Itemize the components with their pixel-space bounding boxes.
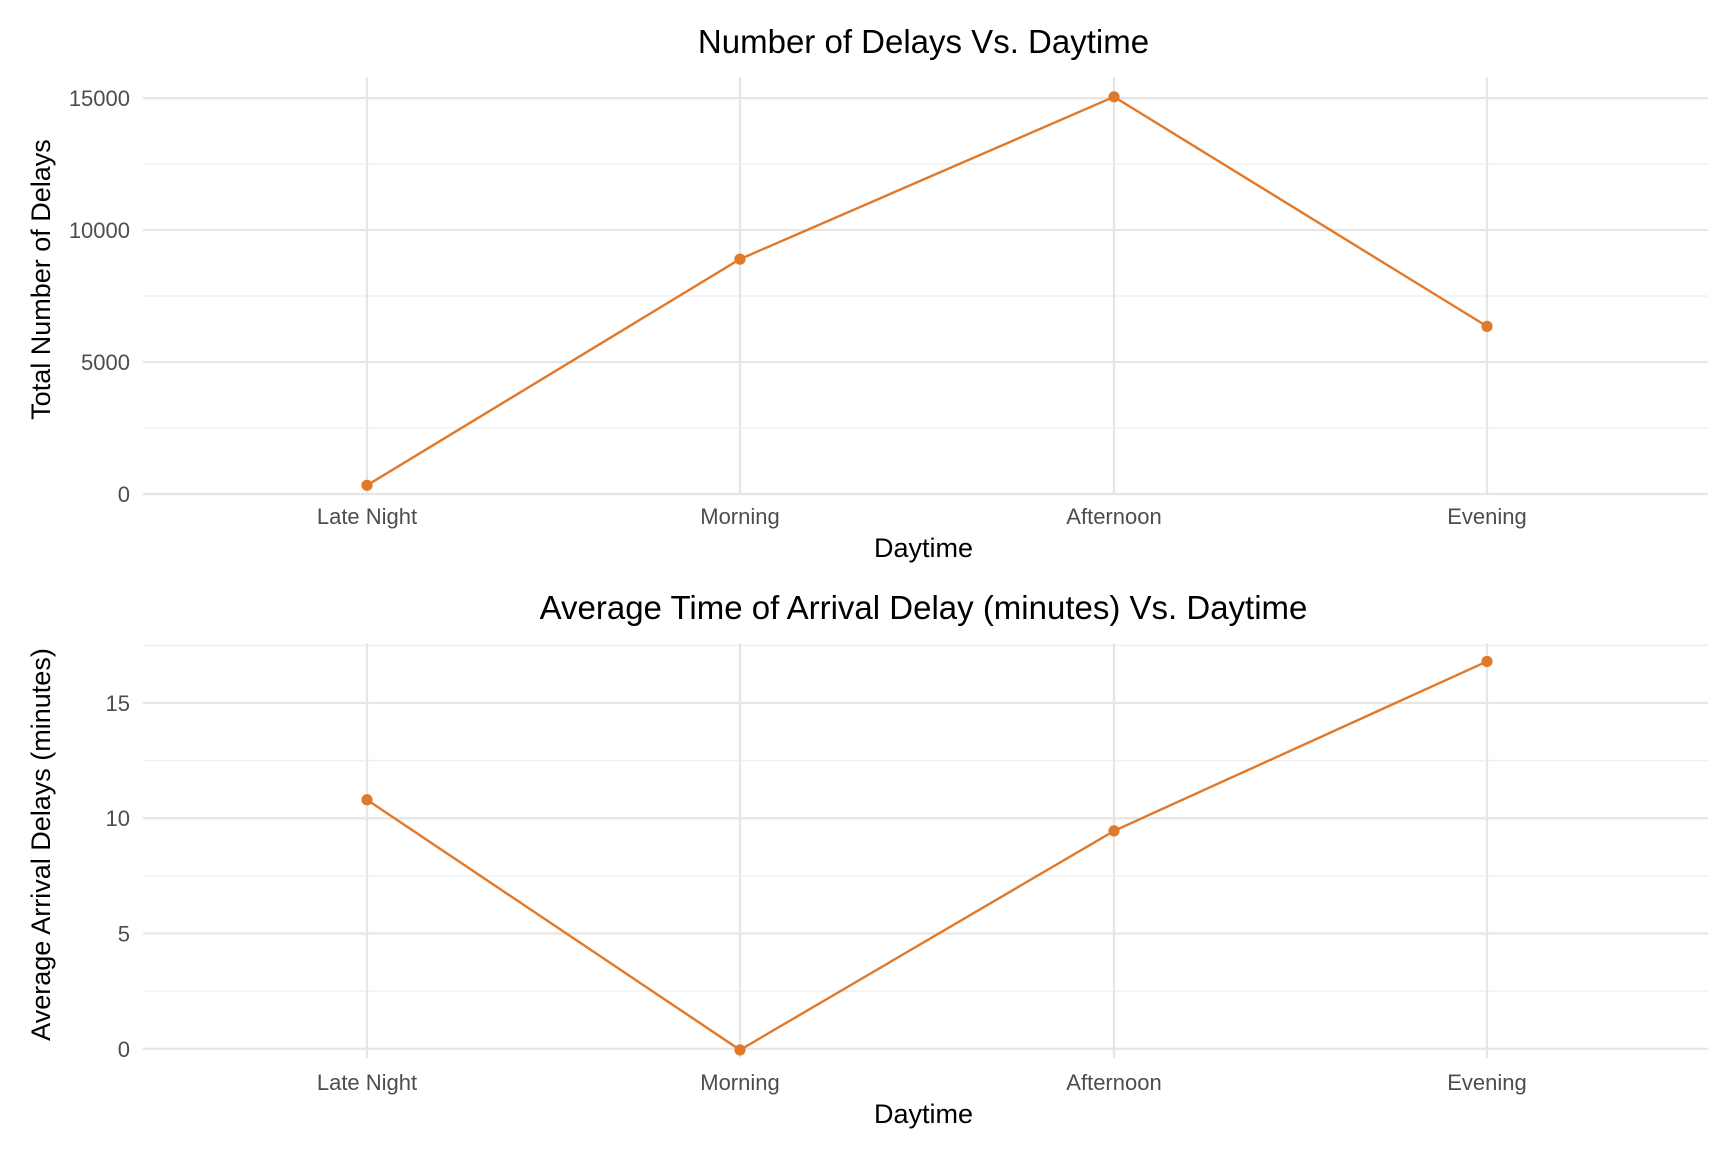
- y-tick-label: 10: [106, 806, 130, 831]
- data-point: [361, 794, 373, 806]
- x-tick-label: Afternoon: [1066, 1070, 1161, 1095]
- data-point: [734, 253, 746, 265]
- x-tick-label: Afternoon: [1066, 504, 1161, 529]
- x-axis-label: Daytime: [874, 1099, 973, 1129]
- series-line: [366, 660, 1488, 1052]
- x-tick-label: Morning: [700, 504, 779, 529]
- chart-panel-2: 0 5 10 15 Late Night Morning Afternoon Evening A…: [26, 589, 1708, 1129]
- y-tick-label: 5000: [81, 350, 130, 375]
- data-point: [1108, 91, 1120, 103]
- x-axis-label: Daytime: [874, 533, 973, 563]
- chart-title: Number of Delays Vs. Daytime: [698, 23, 1149, 60]
- x-tick-label: Morning: [700, 1070, 779, 1095]
- y-tick-label: 15000: [69, 86, 130, 111]
- x-tick-label: Evening: [1447, 504, 1527, 529]
- data-point: [734, 1044, 746, 1056]
- y-tick-label: 10000: [69, 218, 130, 243]
- chart-panel-1: 0 5000 10000 15000 Late Night Morning Afternoo…: [26, 23, 1708, 563]
- y-tick-label: 5: [118, 922, 130, 947]
- y-axis-label: Total Number of Delays: [26, 139, 56, 420]
- data-point: [1481, 320, 1493, 333]
- x-tick-label: Evening: [1447, 1070, 1527, 1095]
- y-axis-label: Average Arrival Delays (minutes): [26, 648, 56, 1041]
- series-line: [366, 95, 1488, 487]
- y-tick-label: 15: [106, 691, 130, 716]
- chart-title: Average Time of Arrival Delay (minutes) …: [540, 589, 1308, 626]
- data-point: [1108, 825, 1120, 837]
- y-tick-label: 0: [118, 482, 130, 507]
- y-tick-label: 0: [118, 1037, 130, 1062]
- data-point: [361, 479, 373, 491]
- data-point: [1481, 655, 1493, 668]
- x-tick-label: Late Night: [317, 504, 417, 529]
- x-tick-label: Late Night: [317, 1070, 417, 1095]
